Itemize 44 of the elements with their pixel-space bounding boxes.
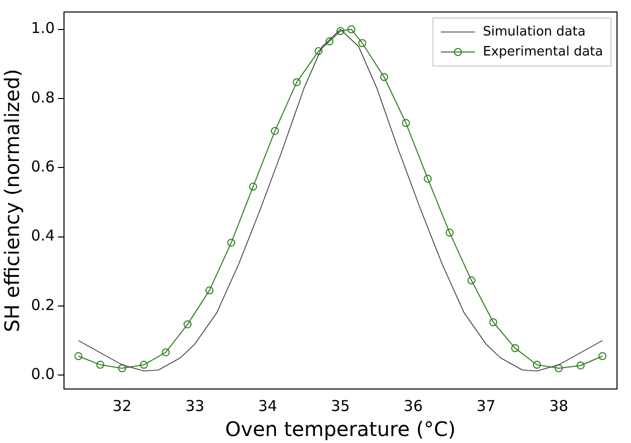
- point: [336, 27, 344, 36]
- point: [402, 119, 410, 128]
- y-axis-title: SH efficiency (normalized): [0, 68, 24, 332]
- point: [358, 39, 366, 48]
- point: [270, 126, 279, 135]
- point: [184, 320, 192, 328]
- point: [74, 352, 82, 360]
- x-tick-label: 34: [258, 396, 278, 415]
- point: [347, 25, 356, 34]
- point: [598, 352, 606, 360]
- legend-label: Experimental data: [482, 44, 604, 60]
- point: [489, 318, 498, 326]
- y-tick-label: 0.6: [30, 158, 55, 176]
- x-tick-label: 37: [476, 396, 496, 415]
- y-tick-label: 0.0: [30, 365, 55, 384]
- point: [140, 360, 148, 369]
- point: [554, 364, 563, 372]
- point: [511, 344, 520, 352]
- y-tick-label: 0.8: [30, 88, 55, 106]
- point: [227, 238, 236, 247]
- point: [249, 182, 258, 191]
- point: [467, 276, 476, 284]
- x-tick-label: 33: [185, 396, 204, 415]
- point: [162, 348, 170, 356]
- x-axis-title: Oven temperature (°C): [225, 417, 456, 442]
- y-tick-label: 0.2: [30, 296, 55, 314]
- legend-label: Simulation data: [482, 24, 586, 40]
- x-tick-label: 38: [549, 396, 568, 415]
- point: [205, 286, 214, 294]
- point: [576, 361, 585, 370]
- x-tick-label: 36: [404, 396, 423, 415]
- y-tick-label: 0.4: [30, 226, 55, 245]
- point: [292, 78, 301, 86]
- point: [118, 364, 126, 372]
- y-tick-label: 1.0: [30, 19, 55, 38]
- point: [96, 360, 104, 369]
- point: [314, 47, 323, 56]
- point: [532, 360, 541, 369]
- x-tick-label: 32: [112, 396, 132, 415]
- point: [424, 174, 432, 183]
- point: [326, 37, 334, 46]
- point: [380, 73, 388, 82]
- x-tick-label: 35: [330, 396, 350, 415]
- point: [446, 228, 454, 237]
